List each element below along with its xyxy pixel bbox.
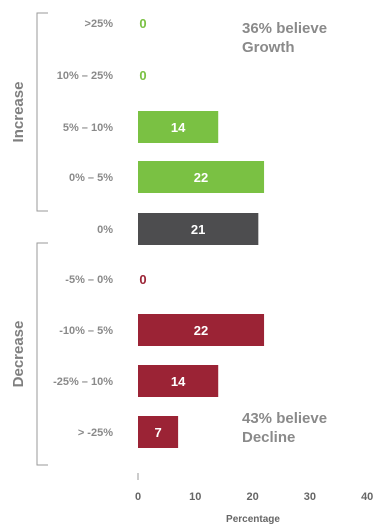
bar — [138, 416, 179, 448]
decrease-bracket — [36, 242, 48, 466]
group-label-increase: Increase — [10, 82, 27, 143]
bar — [138, 161, 265, 193]
x-axis-title: Percentage — [226, 514, 280, 525]
category-label: -10% – 5% — [59, 325, 113, 337]
category-label: 10% – 25% — [57, 70, 113, 82]
x-axis-ticks: 0 10 20 30 40 — [135, 491, 373, 503]
data-label: 14 — [171, 120, 186, 135]
data-label: 14 — [171, 374, 186, 389]
decline-annotation-line2: Decline — [242, 429, 295, 446]
category-label: -5% – 0% — [65, 274, 113, 286]
category-label: >25% — [85, 18, 114, 30]
growth-annotation-line1: 36% believe — [242, 20, 327, 37]
decline-annotation-line1: 43% believe — [242, 410, 327, 427]
category-label: -25% – 10% — [53, 376, 113, 388]
increase-bracket — [36, 12, 48, 212]
growth-annotation-line2: Growth — [242, 39, 295, 56]
x-tick-label: 40 — [361, 491, 373, 503]
category-label: > -25% — [78, 427, 113, 439]
data-label: 21 — [191, 222, 205, 237]
bars: >25% 0 10% – 25% 0 5% – 10% 14 0% – 5% 22 0% 21 -5… — [53, 16, 265, 448]
x-tick-label: 10 — [189, 491, 201, 503]
x-tick-label: 0 — [135, 491, 141, 503]
bar — [138, 314, 265, 346]
data-label: 0 — [139, 16, 146, 31]
category-label: 0% — [97, 224, 113, 236]
category-label: 5% – 10% — [63, 122, 113, 134]
bar — [138, 365, 219, 397]
x-tick-label: 20 — [246, 491, 258, 503]
x-tick-label: 30 — [304, 491, 316, 503]
bar — [138, 213, 259, 245]
data-label: 0 — [139, 272, 146, 287]
group-label-decrease: Decrease — [10, 321, 27, 388]
category-label: 0% – 5% — [69, 172, 113, 184]
data-label: 7 — [154, 425, 161, 440]
data-label: 22 — [194, 170, 208, 185]
data-label: 0 — [139, 68, 146, 83]
bar — [138, 111, 219, 143]
data-label: 22 — [194, 323, 208, 338]
